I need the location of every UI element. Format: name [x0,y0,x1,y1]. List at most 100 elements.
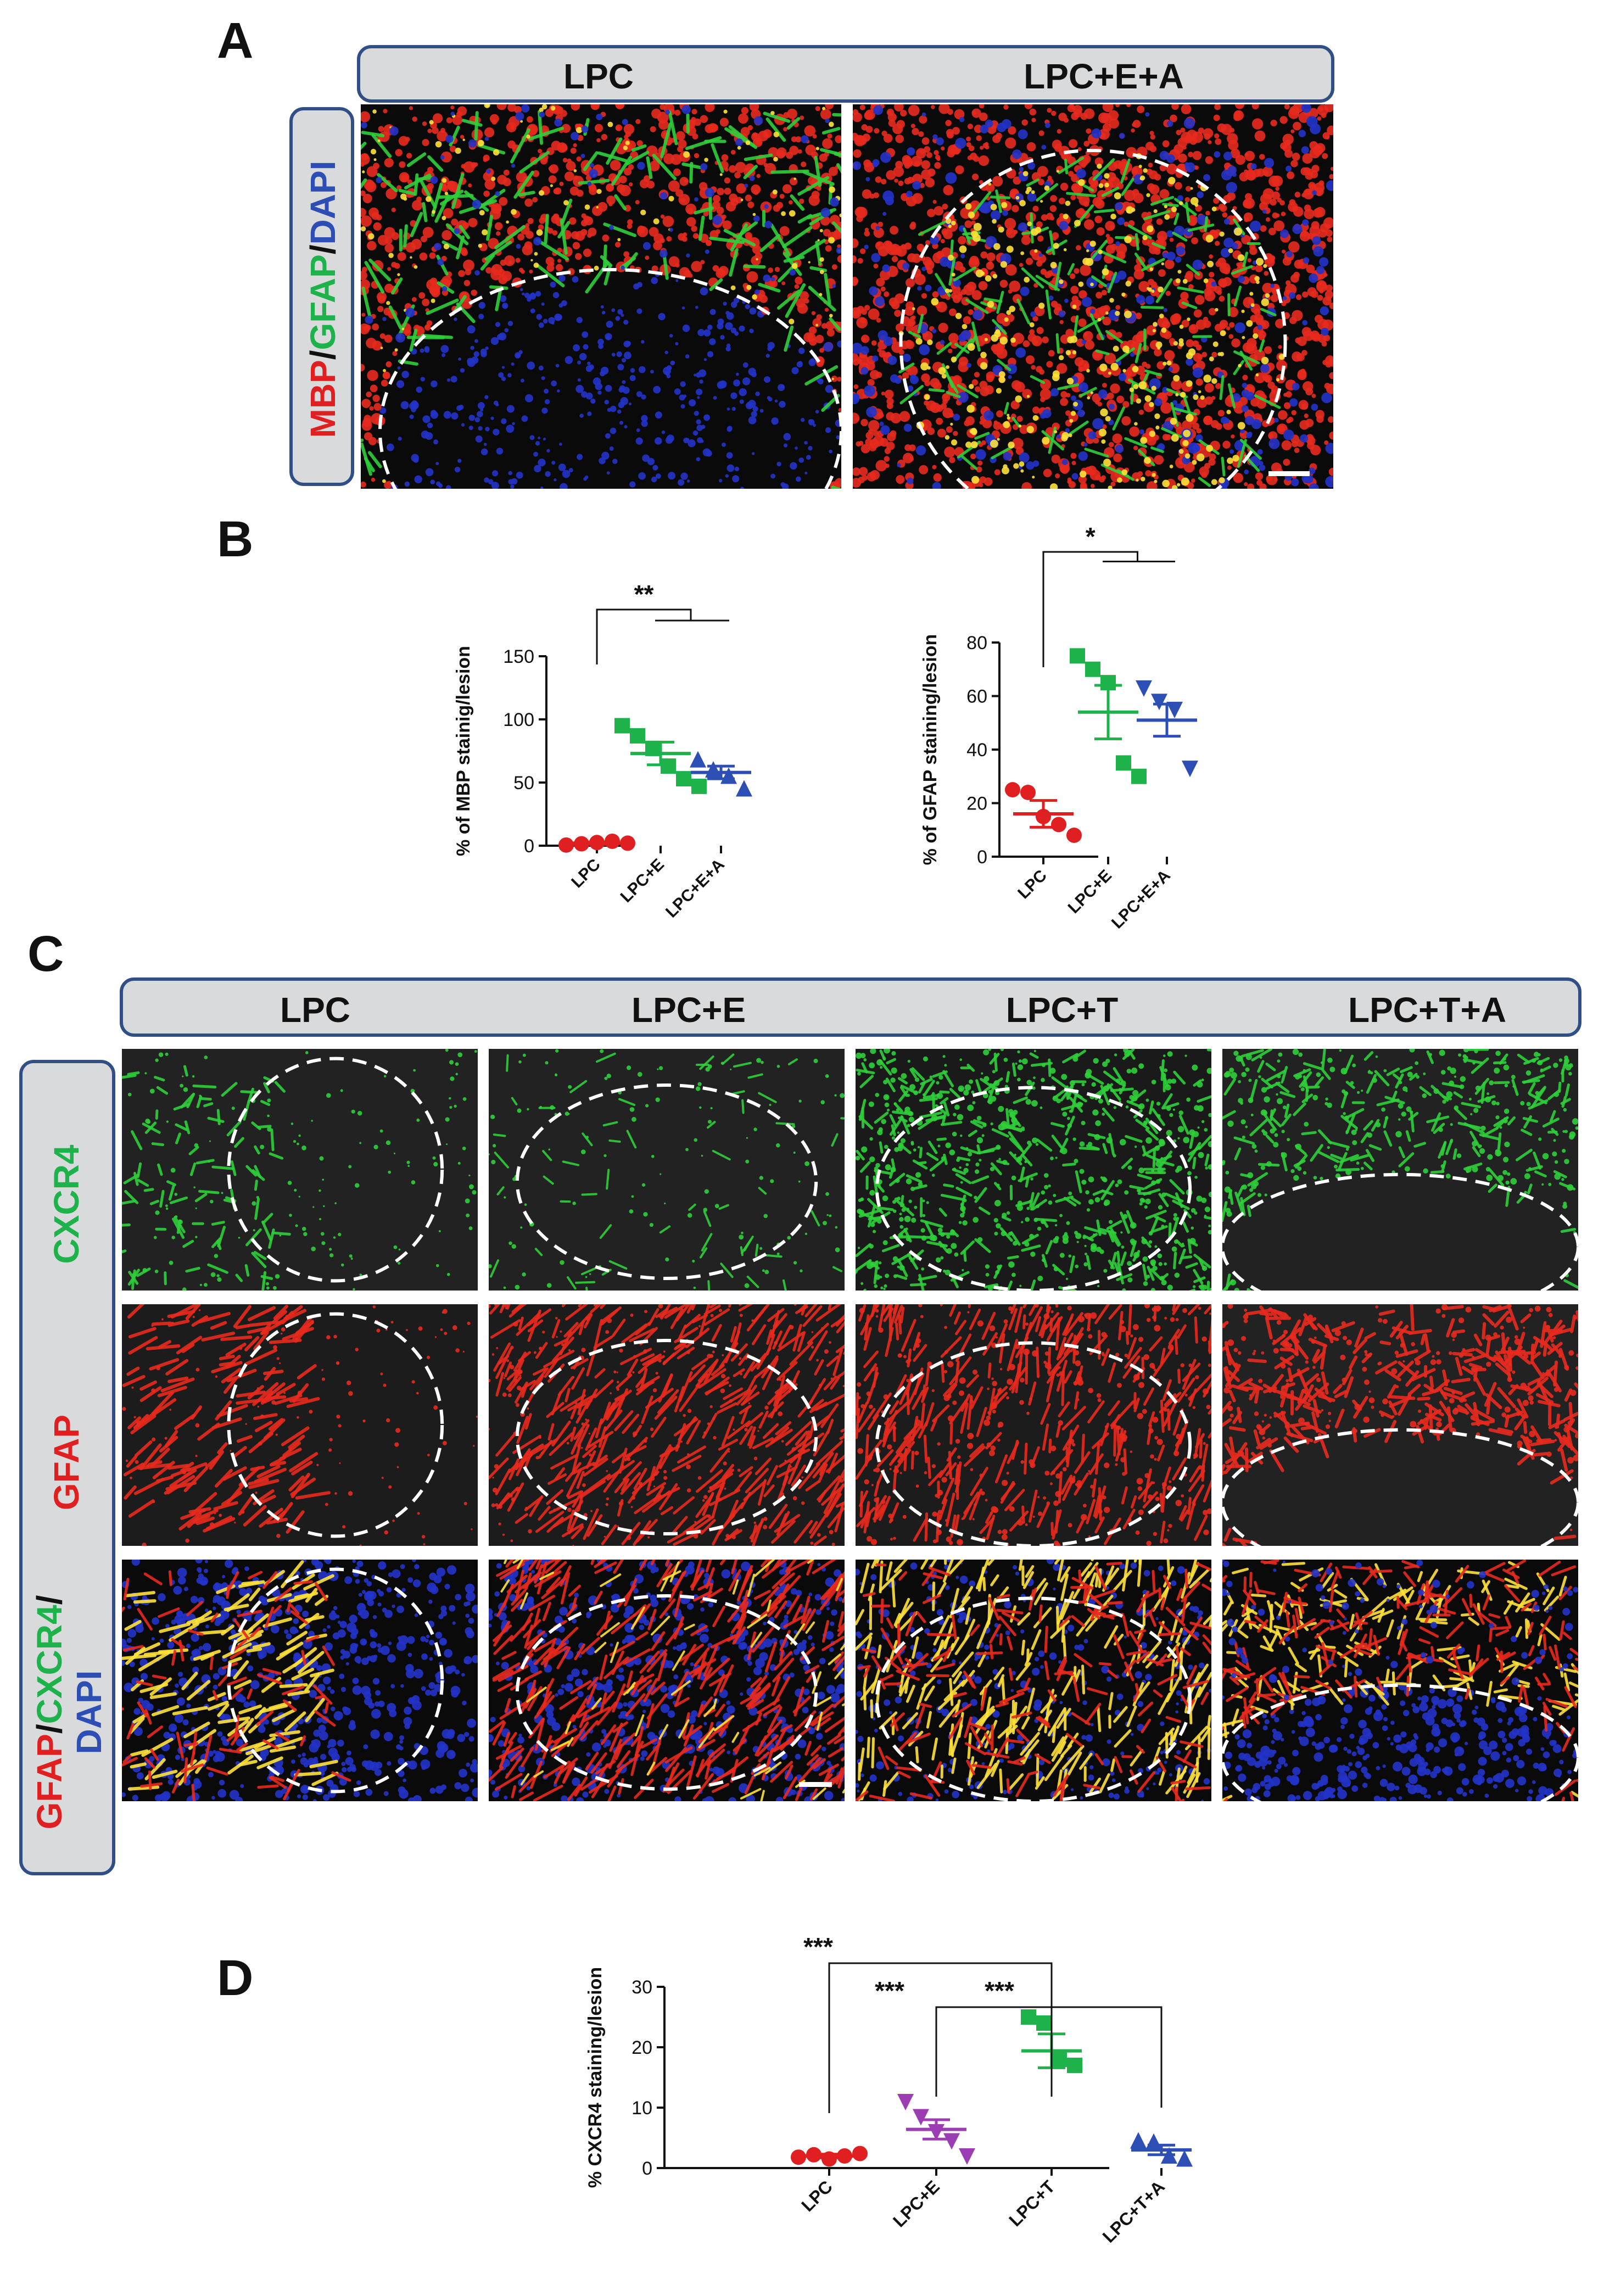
a-side-label-part-4: DAPI [303,160,343,245]
lesion-outline [875,1341,1192,1546]
header-label-lpc-t-a-c: LPC+T+A [1348,990,1507,1030]
micrograph-c-merge-lpc [122,1560,478,1801]
y-axis-label: % of MBP stainig/lesion [453,646,474,856]
micrograph-texture [1222,1049,1578,1291]
data-point [1130,2132,1147,2149]
data-point [620,835,635,851]
scale-bar-c [799,1782,832,1787]
micrograph-c-gfap-lpc-e [489,1304,845,1546]
data-point [1020,785,1036,800]
micrograph-c-merge-lpc-t [856,1560,1211,1801]
header-label-lpc-e-a: LPC+E+A [1024,57,1184,96]
header-label-lpc-t-c: LPC+T [1005,990,1119,1030]
panel-a-header: LPC LPC+E+A [357,45,1334,103]
data-point [1176,2150,1193,2167]
micrograph-texture [856,1560,1211,1801]
significance-label: * [1086,522,1096,551]
lesion-outline [515,1083,818,1280]
y-tick-label: 50 [513,773,534,794]
data-point [791,2149,806,2165]
micrograph-texture [122,1049,478,1291]
panel-c-side-label: CXCR4 GFAP GFAP/CXCR4/DAPI [19,1060,115,1875]
data-point [897,2094,914,2110]
merge-label-line1: GFAP/CXCR4/ [30,1526,69,1899]
header-label-lpc-e-c: LPC+E [631,990,746,1030]
panel-label-b: B [217,511,254,567]
data-point [1070,648,1085,664]
data-point [691,778,707,794]
data-point [1145,2133,1162,2150]
significance-label: ** [634,580,654,608]
micrograph-texture [856,1049,1211,1291]
data-point [852,2146,868,2161]
y-tick-label: 0 [642,2158,652,2179]
micrograph-c-cxcr4-lpc-t-a [1222,1049,1578,1291]
data-point [630,728,645,744]
micrograph-c-merge-lpc-t-a [1222,1560,1578,1801]
a-side-label-part-0: MBP [303,360,343,438]
x-tick-label: LPC [568,856,604,892]
header-label-lpc: LPC [563,57,634,96]
y-tick-label: 0 [524,836,534,857]
merge-label-part-2: CXCR4 [30,1605,69,1724]
data-point [1005,782,1020,798]
significance-label: *** [985,1976,1014,2005]
x-tick-label: LPC [797,2176,836,2215]
x-tick-label: LPC+T+A [1099,2176,1169,2246]
micrograph-c-gfap-lpc-t [856,1304,1211,1546]
header-label-lpc-c: LPC [280,990,350,1030]
y-tick-label: 20 [631,2037,652,2058]
significance-bracket [596,608,729,664]
data-point [558,837,574,853]
y-tick-label: 60 [966,686,987,707]
micrograph-texture [489,1304,845,1546]
data-point [1085,661,1100,677]
data-point [913,2109,929,2126]
y-tick-label: 10 [631,2098,652,2119]
data-point [1052,2052,1067,2067]
micrograph-c-gfap-lpc [122,1304,478,1546]
x-tick-label: LPC+E [617,856,668,906]
data-point [1066,828,1082,843]
data-point [705,761,722,778]
x-tick-label: LPC+E [889,2176,943,2231]
data-point [690,751,706,768]
x-tick-label: LPC+E [1065,867,1115,917]
significance-bracket [1042,551,1175,667]
y-tick-label: 100 [503,710,534,730]
y-tick-label: 80 [966,633,987,653]
data-point [1051,817,1066,833]
a-side-label-part-2: GFAP [303,254,343,350]
significance-label: *** [875,1976,904,2005]
panel-label-c: C [27,926,64,982]
micrograph-texture [122,1560,478,1801]
chart-cxcr4: 0 10 20 30 % CXCR4 staining/lesion LPC LPC+E LP… [585,1932,1193,2247]
lesion-outline [227,1057,444,1283]
panel-a-stain-label: MBP/GFAP/DAPI [303,110,343,489]
micrograph-c-cxcr4-lpc-e [489,1049,845,1291]
x-tick-label: LPC [1014,867,1050,903]
x-tick-label: LPC+E+A [662,856,728,921]
significance-bracket [828,1962,1053,2113]
y-tick-label: 20 [966,794,987,814]
lesion-outline [227,1567,444,1794]
data-point [736,780,752,797]
micrograph-texture [361,104,841,489]
merge-label-part-1: / [30,1724,69,1734]
micrograph-c-cxcr4-lpc-t [856,1049,1211,1291]
micrograph-texture [1222,1560,1578,1801]
panel-a-side-label: MBP/GFAP/DAPI [289,107,354,486]
significance-bracket [1050,2006,1163,2108]
x-tick-label: LPC+E+A [1108,867,1174,932]
micrograph-c-cxcr4-lpc [122,1049,478,1291]
data-point [614,718,630,734]
x-tick-label: LPC+T [1005,2176,1059,2230]
micrograph-a-lpc [361,104,841,489]
row-label-merge: GFAP/CXCR4/DAPI [30,1526,109,1899]
y-tick-label: 0 [977,847,987,868]
row-label-cxcr4: CXCR4 [47,1144,86,1264]
data-point [720,767,737,784]
y-axis-label: % of GFAP staining/lesion [920,634,941,865]
data-point [1151,694,1167,711]
lesion-outline [875,1596,1192,1801]
